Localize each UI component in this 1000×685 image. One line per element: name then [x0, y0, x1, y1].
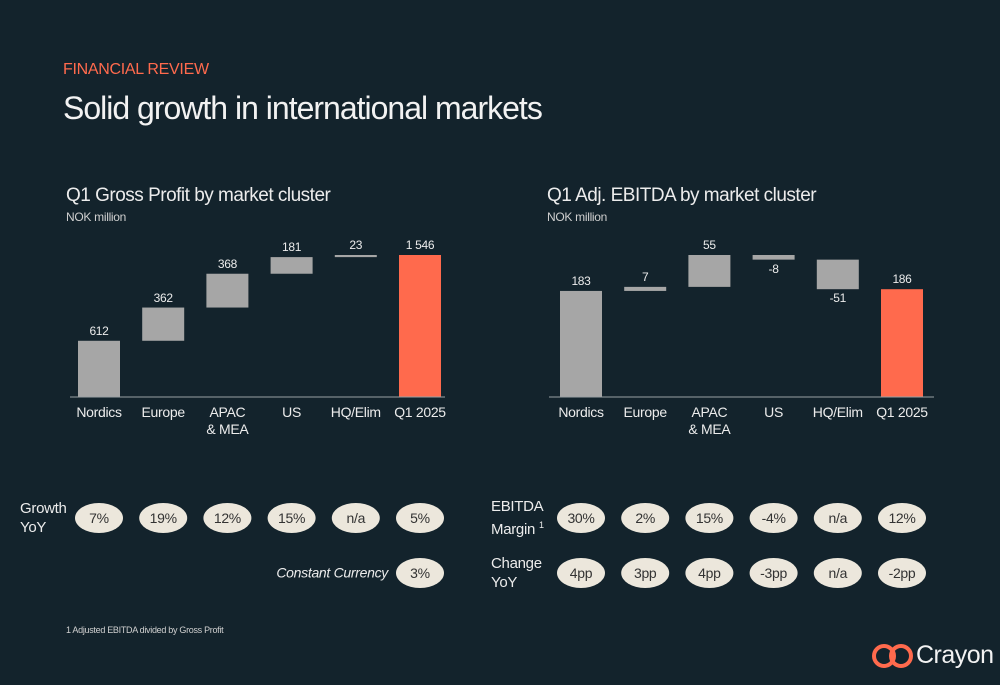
kicker: FINANCIAL REVIEW — [63, 61, 209, 78]
pill-label: 19% — [149, 510, 177, 526]
pill — [557, 503, 605, 533]
data-label: 181 — [282, 240, 302, 255]
pill-label: 30% — [567, 510, 595, 526]
chart-title: Q1 Gross Profit by market cluster — [66, 185, 331, 206]
pill — [331, 503, 380, 533]
pill-label: 4pp — [569, 565, 593, 581]
bar — [270, 257, 313, 274]
pill — [621, 503, 670, 533]
x-tick-label: Nordics — [558, 404, 604, 420]
pill — [267, 503, 316, 533]
data-label: 7 — [642, 269, 649, 284]
bar — [78, 340, 120, 397]
pill-label: -4% — [761, 510, 786, 526]
pill-label: 2% — [635, 510, 656, 526]
x-tick-label: Europe — [623, 404, 668, 420]
pill — [813, 558, 862, 588]
total-bar — [399, 255, 441, 397]
bar — [142, 307, 185, 341]
bar — [816, 259, 859, 290]
pill — [621, 558, 670, 588]
pill-label: n/a — [828, 510, 848, 526]
x-tick-label: Nordics — [76, 404, 122, 420]
pill-label: 12% — [888, 510, 916, 526]
data-label: -51 — [829, 291, 847, 306]
pill — [749, 503, 798, 533]
logo: Crayon — [916, 641, 994, 669]
x-tick-label: US — [282, 404, 302, 420]
note-ref: 1 — [538, 520, 544, 530]
x-tick-label: HQ/Elim — [812, 404, 863, 420]
x-tick-label: Q1 2025 — [394, 404, 446, 420]
total-bar — [881, 289, 923, 397]
x-tick-label: Q1 2025 — [876, 404, 928, 420]
bar — [206, 273, 249, 308]
x-tick-label: APAC & MEA — [206, 404, 249, 437]
pill-label: n/a — [828, 565, 848, 581]
bar — [752, 255, 795, 260]
pill-label: 3% — [410, 565, 430, 581]
bar — [560, 290, 602, 397]
pill — [396, 558, 444, 588]
chart-title: Q1 Adj. EBITDA by market cluster — [547, 185, 817, 206]
row-label: Growth YoY — [20, 500, 67, 536]
pill-label: 5% — [410, 510, 430, 526]
row-label: Change YoY — [491, 555, 542, 591]
pill-label: n/a — [346, 510, 366, 526]
x-tick-label: HQ/Elim — [330, 404, 381, 420]
pill — [557, 558, 605, 588]
pill-label: 15% — [695, 510, 723, 526]
pill-label: 4pp — [698, 565, 721, 581]
slide-title: Solid growth in international markets — [63, 90, 543, 126]
data-label: 612 — [89, 323, 109, 338]
pill — [203, 503, 252, 533]
logo-icon — [872, 644, 913, 668]
pill — [396, 503, 444, 533]
pill — [878, 503, 926, 533]
pill-label: 12% — [213, 510, 241, 526]
chart-subtitle: NOK million — [66, 210, 127, 224]
data-label: 186 — [892, 272, 912, 287]
data-label: 368 — [217, 256, 237, 271]
data-label: -8 — [768, 261, 779, 276]
x-tick-label: Europe — [141, 404, 186, 420]
data-label: 55 — [703, 238, 716, 252]
pill-label: 15% — [278, 510, 306, 526]
x-tick-label: APAC & MEA — [688, 404, 731, 437]
x-tick-label: US — [764, 404, 784, 420]
chart-subtitle: NOK million — [547, 210, 608, 224]
data-label: 1 546 — [405, 238, 435, 252]
pill — [139, 503, 188, 533]
pill — [749, 558, 798, 588]
pill — [685, 503, 734, 533]
pill — [685, 558, 734, 588]
data-label: 23 — [349, 238, 363, 252]
row-label: EBITDA Margin 1 — [491, 498, 544, 538]
pill — [75, 503, 123, 533]
pill-label: 3pp — [633, 565, 657, 581]
bar — [624, 286, 667, 291]
bar — [688, 255, 731, 287]
pill-label: 7% — [89, 510, 109, 526]
data-label: 183 — [571, 273, 591, 288]
data-label: 362 — [153, 290, 173, 305]
bar — [334, 255, 377, 258]
pill-label: -3pp — [760, 565, 788, 581]
pill-label: -2pp — [888, 565, 916, 581]
pill — [878, 558, 926, 588]
footnote: 1 Adjusted EBITDA divided by Gross Profi… — [66, 625, 224, 635]
pill — [813, 503, 862, 533]
row-label: Constant Currency — [276, 564, 388, 581]
